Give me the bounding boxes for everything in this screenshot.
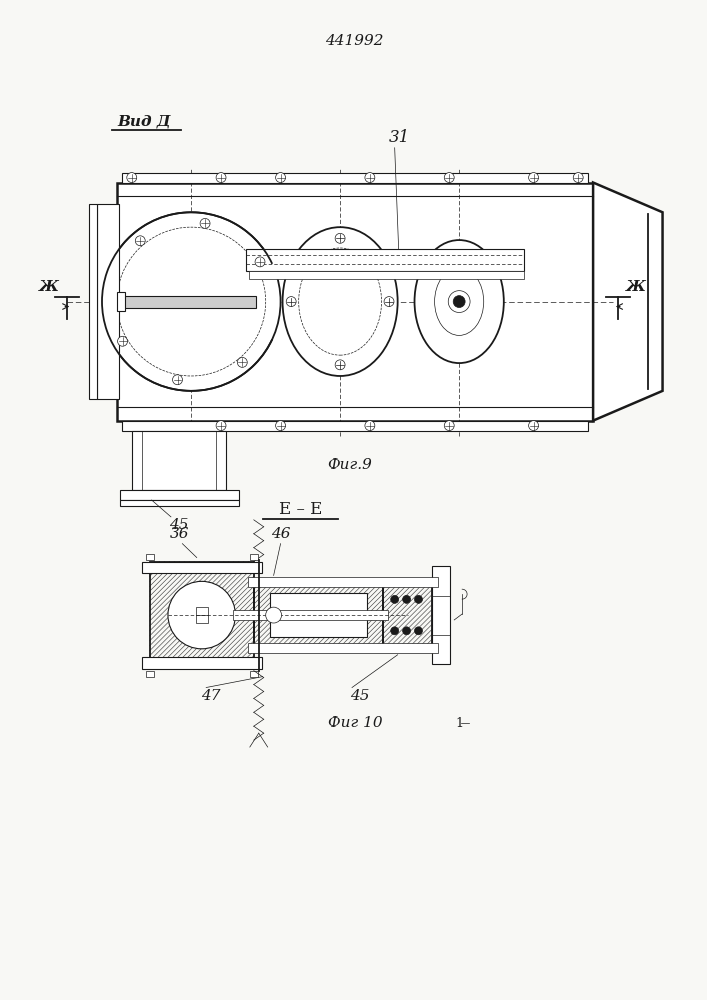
Text: 47: 47 [201,689,221,703]
Circle shape [266,607,281,623]
Circle shape [391,627,399,635]
Circle shape [529,173,539,183]
Text: Ж: Ж [626,280,645,294]
Bar [89,204,97,399]
Text: Фиг 10: Фиг 10 [327,716,382,730]
Bar [250,671,258,677]
Bar [269,593,367,637]
Ellipse shape [414,240,504,363]
Circle shape [200,218,210,228]
Circle shape [238,357,247,367]
Bar [141,657,262,669]
Text: Е – Е: Е – Е [279,501,322,518]
Circle shape [127,173,136,183]
Circle shape [168,581,235,649]
Circle shape [365,173,375,183]
Bar [254,579,382,651]
Bar [246,249,524,271]
Bar [120,500,239,506]
Text: 45: 45 [350,689,370,703]
Circle shape [529,421,539,431]
Circle shape [402,595,411,603]
Bar [150,562,254,669]
Text: 31: 31 [389,129,410,146]
Text: Вид Д: Вид Д [117,114,170,128]
Circle shape [102,212,281,391]
Circle shape [255,257,265,267]
Circle shape [173,375,182,385]
Text: 36: 36 [170,527,189,541]
Bar [141,562,262,573]
Bar [122,173,588,183]
Circle shape [117,336,127,346]
Circle shape [216,173,226,183]
Bar [97,204,119,399]
Text: 1: 1 [455,717,463,730]
Circle shape [276,421,286,431]
Circle shape [402,627,411,635]
Bar [233,610,387,620]
Bar [117,292,125,311]
Bar [117,183,593,421]
Circle shape [276,173,286,183]
Text: 441992: 441992 [325,34,383,48]
Text: Ж: Ж [40,280,59,294]
Circle shape [391,595,399,603]
Circle shape [216,421,226,431]
Circle shape [384,297,394,307]
Bar [248,577,438,587]
Circle shape [335,360,345,370]
Circle shape [135,236,145,246]
Bar [250,554,258,560]
Text: 46: 46 [271,527,291,541]
Circle shape [414,595,423,603]
Polygon shape [593,183,662,421]
Bar [132,431,226,490]
Circle shape [453,296,465,308]
Bar [122,421,588,431]
Circle shape [286,297,296,307]
Circle shape [414,627,423,635]
Bar [146,554,153,560]
Bar [248,643,438,653]
Text: 45: 45 [169,518,189,532]
Bar [122,296,256,308]
Circle shape [365,421,375,431]
Circle shape [448,291,470,312]
Circle shape [573,173,583,183]
Circle shape [335,233,345,243]
Ellipse shape [283,227,397,376]
Bar [196,607,208,623]
Bar [120,490,239,500]
Bar [433,566,450,664]
Circle shape [444,173,454,183]
Bar [146,671,153,677]
Circle shape [444,421,454,431]
Bar [382,579,433,651]
Bar [249,271,524,279]
Text: Фиг.9: Фиг.9 [327,458,373,472]
